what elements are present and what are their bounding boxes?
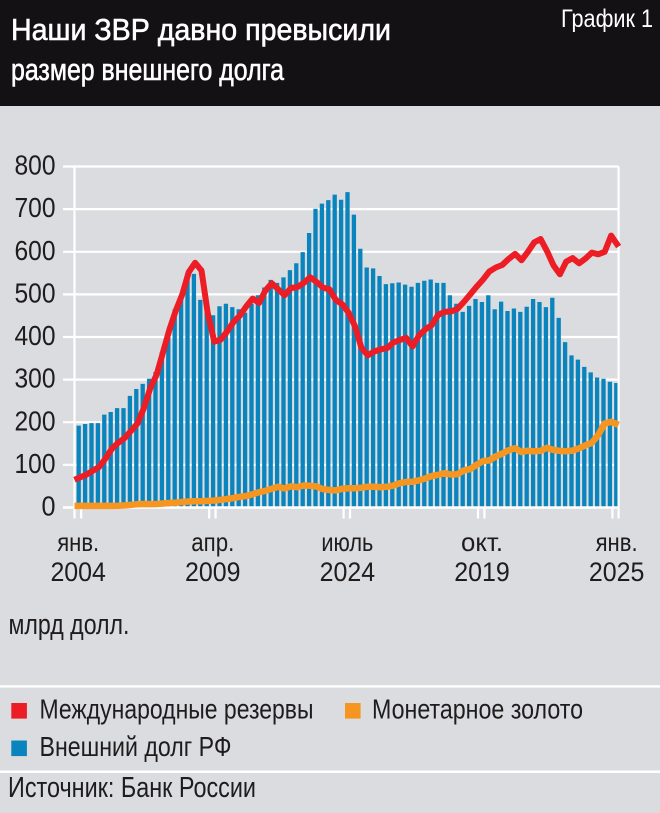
svg-text:окт.: окт. — [461, 527, 503, 557]
svg-text:600: 600 — [15, 235, 56, 266]
svg-text:2019: 2019 — [454, 557, 510, 587]
svg-text:0: 0 — [42, 491, 56, 522]
svg-text:800: 800 — [15, 150, 56, 181]
svg-text:500: 500 — [15, 277, 56, 308]
svg-text:График 1: График 1 — [561, 5, 653, 33]
svg-text:янв.: янв. — [596, 527, 638, 557]
svg-text:апр.: апр. — [191, 527, 234, 557]
svg-text:янв.: янв. — [57, 527, 99, 557]
svg-text:Внешний долг РФ: Внешний долг РФ — [40, 731, 232, 762]
svg-text:Источник: Банк России: Источник: Банк России — [8, 772, 256, 804]
svg-text:2009: 2009 — [185, 557, 241, 587]
svg-text:300: 300 — [15, 363, 56, 394]
svg-text:400: 400 — [15, 320, 56, 351]
svg-text:2024: 2024 — [320, 557, 376, 587]
svg-text:2025: 2025 — [589, 557, 645, 587]
svg-text:2004: 2004 — [50, 557, 106, 587]
svg-text:700: 700 — [15, 192, 56, 223]
svg-text:Монетарное золото: Монетарное золото — [372, 694, 583, 725]
svg-text:июль: июль — [321, 527, 373, 557]
svg-text:100: 100 — [15, 448, 56, 479]
svg-text:млрд долл.: млрд долл. — [9, 609, 130, 641]
svg-text:Наши ЗВР давно превысили: Наши ЗВР давно превысили — [11, 12, 391, 47]
svg-text:200: 200 — [15, 405, 56, 436]
svg-text:размер внешнего долга: размер внешнего долга — [11, 52, 285, 87]
svg-text:Международные резервы: Международные резервы — [40, 694, 314, 725]
